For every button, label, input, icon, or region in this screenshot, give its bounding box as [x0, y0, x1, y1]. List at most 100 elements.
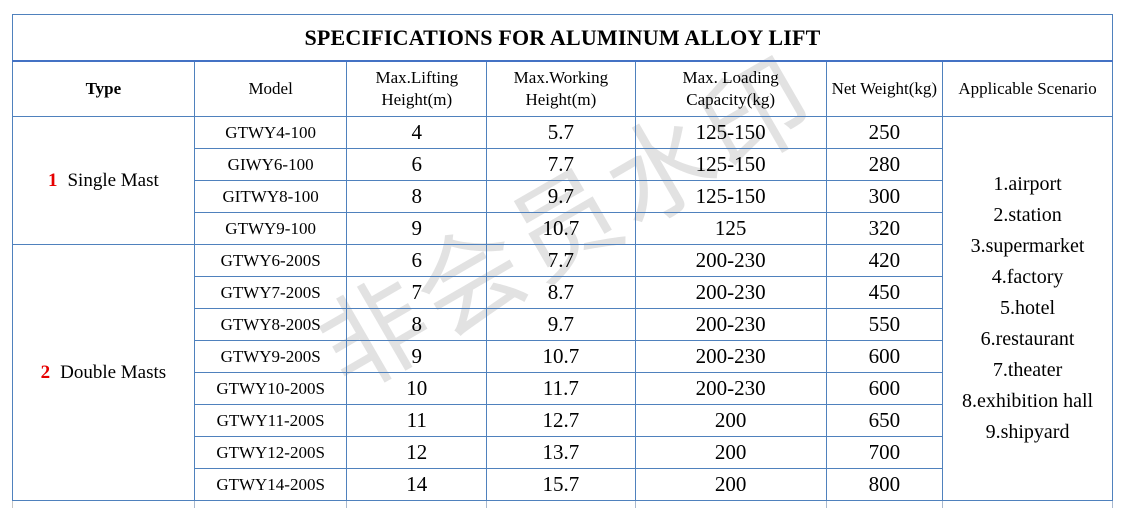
working-height-cell: 10.7 — [486, 212, 636, 245]
model-cell: GTWY12-200S — [193, 436, 348, 469]
model-cell: GTWY4-100 — [193, 116, 348, 149]
partial-bottom-row — [12, 500, 1113, 508]
working-height-cell: 13.7 — [486, 436, 636, 469]
applicable-scenario-cell: 1.airport 2.station 3.supermarket 4.fact… — [942, 116, 1113, 501]
column-header-line: Max.Working — [513, 67, 609, 87]
column-header-max-lifting-height: Max.Lifting Height(m) — [346, 60, 488, 117]
working-height-cell: 7.7 — [486, 244, 636, 277]
empty-cell — [194, 500, 348, 508]
working-height-cell: 9.7 — [486, 180, 636, 213]
net-weight-cell: 700 — [825, 436, 944, 469]
model-cell: GTWY14-200S — [193, 468, 348, 501]
empty-cell — [12, 500, 195, 508]
lifting-height-cell: 6 — [346, 148, 488, 181]
working-height-cell: 8.7 — [486, 276, 636, 309]
lifting-height-cell: 11 — [346, 404, 488, 437]
working-height-cell: 9.7 — [486, 308, 636, 341]
net-weight-cell: 250 — [825, 116, 944, 149]
empty-cell — [635, 500, 827, 508]
header-row: Type Model Max.Lifting Height(m) Max.Wor… — [12, 60, 1113, 117]
working-height-cell: 7.7 — [486, 148, 636, 181]
column-header-type: Type — [12, 60, 195, 117]
scenario-item: 4.factory — [991, 266, 1064, 288]
table-row: GIWY6-100 6 7.7 125-150 280 — [13, 148, 1113, 181]
lifting-height-cell: 8 — [346, 180, 488, 213]
specifications-table: SPECIFICATIONS FOR ALUMINUM ALLOY LIFT T… — [12, 14, 1113, 508]
lifting-height-cell: 10 — [346, 372, 488, 405]
model-cell: GIWY6-100 — [193, 148, 348, 181]
column-header-max-loading-capacity: Max. Loading Capacity(kg) — [634, 60, 827, 117]
column-header-label: Applicable Scenario — [958, 78, 1097, 98]
column-header-label: Model — [248, 78, 293, 98]
table-row: GTWY11-200S 11 12.7 200 650 — [13, 404, 1113, 437]
loading-capacity-cell: 200-230 — [634, 244, 827, 277]
column-header-applicable-scenario: Applicable Scenario — [942, 60, 1113, 117]
model-cell: GTWY8-200S — [193, 308, 348, 341]
working-height-cell: 10.7 — [486, 340, 636, 373]
lifting-height-cell: 12 — [346, 436, 488, 469]
column-header-net-weight: Net Weight(kg) — [825, 60, 944, 117]
loading-capacity-cell: 200-230 — [634, 276, 827, 309]
table-row: GTWY12-200S 12 13.7 200 700 — [13, 436, 1113, 469]
net-weight-cell: 550 — [825, 308, 944, 341]
title-row: SPECIFICATIONS FOR ALUMINUM ALLOY LIFT — [12, 14, 1113, 62]
model-cell: GTWY9-200S — [193, 340, 348, 373]
column-header-line: Height(m) — [381, 90, 453, 109]
loading-capacity-cell: 125-150 — [634, 116, 827, 149]
type-group-single-mast: 1 Single Mast — [12, 116, 195, 245]
model-cell: GTWY6-200S — [193, 244, 348, 277]
empty-cell — [346, 500, 488, 508]
net-weight-cell: 320 — [825, 212, 944, 245]
scenario-item: 1.airport — [993, 173, 1062, 195]
scenario-item: 6.restaurant — [980, 328, 1075, 350]
lifting-height-cell: 9 — [346, 340, 488, 373]
net-weight-cell: 600 — [825, 372, 944, 405]
table-row: GITWY8-100 8 9.7 125-150 300 — [13, 180, 1113, 213]
net-weight-cell: 420 — [825, 244, 944, 277]
loading-capacity-cell: 200-230 — [634, 372, 827, 405]
loading-capacity-cell: 200 — [634, 436, 827, 469]
model-cell: GTWY11-200S — [193, 404, 348, 437]
net-weight-cell: 450 — [825, 276, 944, 309]
working-height-cell: 12.7 — [486, 404, 636, 437]
column-header-label: Type — [85, 78, 122, 98]
loading-capacity-cell: 125-150 — [634, 180, 827, 213]
column-header-max-working-height: Max.Working Height(m) — [486, 60, 636, 117]
lifting-height-cell: 4 — [346, 116, 488, 149]
scenario-item: 7.theater — [992, 359, 1063, 381]
lifting-height-cell: 8 — [346, 308, 488, 341]
column-header-label: Net Weight(kg) — [831, 78, 938, 98]
lifting-height-cell: 9 — [346, 212, 488, 245]
scenario-item: 2.station — [993, 204, 1062, 226]
empty-cell — [942, 500, 1113, 508]
table-row: 1 Single Mast GTWY4-100 4 5.7 125-150 250… — [12, 116, 1113, 501]
column-header-model: Model — [193, 60, 348, 117]
table-title: SPECIFICATIONS FOR ALUMINUM ALLOY LIFT — [12, 14, 1113, 62]
scenario-item: 8.exhibition hall — [962, 390, 1094, 412]
net-weight-cell: 280 — [825, 148, 944, 181]
net-weight-cell: 600 — [825, 340, 944, 373]
loading-capacity-cell: 200-230 — [634, 340, 827, 373]
group-number: 1 — [47, 169, 58, 191]
group-label: Double Masts — [60, 361, 167, 383]
model-cell: GTWY9-100 — [193, 212, 348, 245]
net-weight-cell: 800 — [825, 468, 944, 501]
loading-capacity-cell: 200 — [634, 404, 827, 437]
loading-capacity-cell: 200-230 — [634, 308, 827, 341]
lifting-height-cell: 14 — [346, 468, 488, 501]
loading-capacity-cell: 125 — [634, 212, 827, 245]
lifting-height-cell: 7 — [346, 276, 488, 309]
table-row: GTWY9-200S 9 10.7 200-230 600 — [13, 340, 1113, 373]
empty-cell — [486, 500, 636, 508]
model-cell: GITWY8-100 — [193, 180, 348, 213]
working-height-cell: 15.7 — [486, 468, 636, 501]
model-cell: GTWY10-200S — [193, 372, 348, 405]
column-header-line: Capacity(kg) — [686, 90, 776, 109]
column-header-line: Height(m) — [525, 90, 597, 109]
working-height-cell: 5.7 — [486, 116, 636, 149]
group-number: 2 — [40, 361, 51, 383]
group-label: Single Mast — [67, 169, 159, 191]
net-weight-cell: 650 — [825, 404, 944, 437]
column-header-line: Max. Loading — [682, 67, 779, 87]
